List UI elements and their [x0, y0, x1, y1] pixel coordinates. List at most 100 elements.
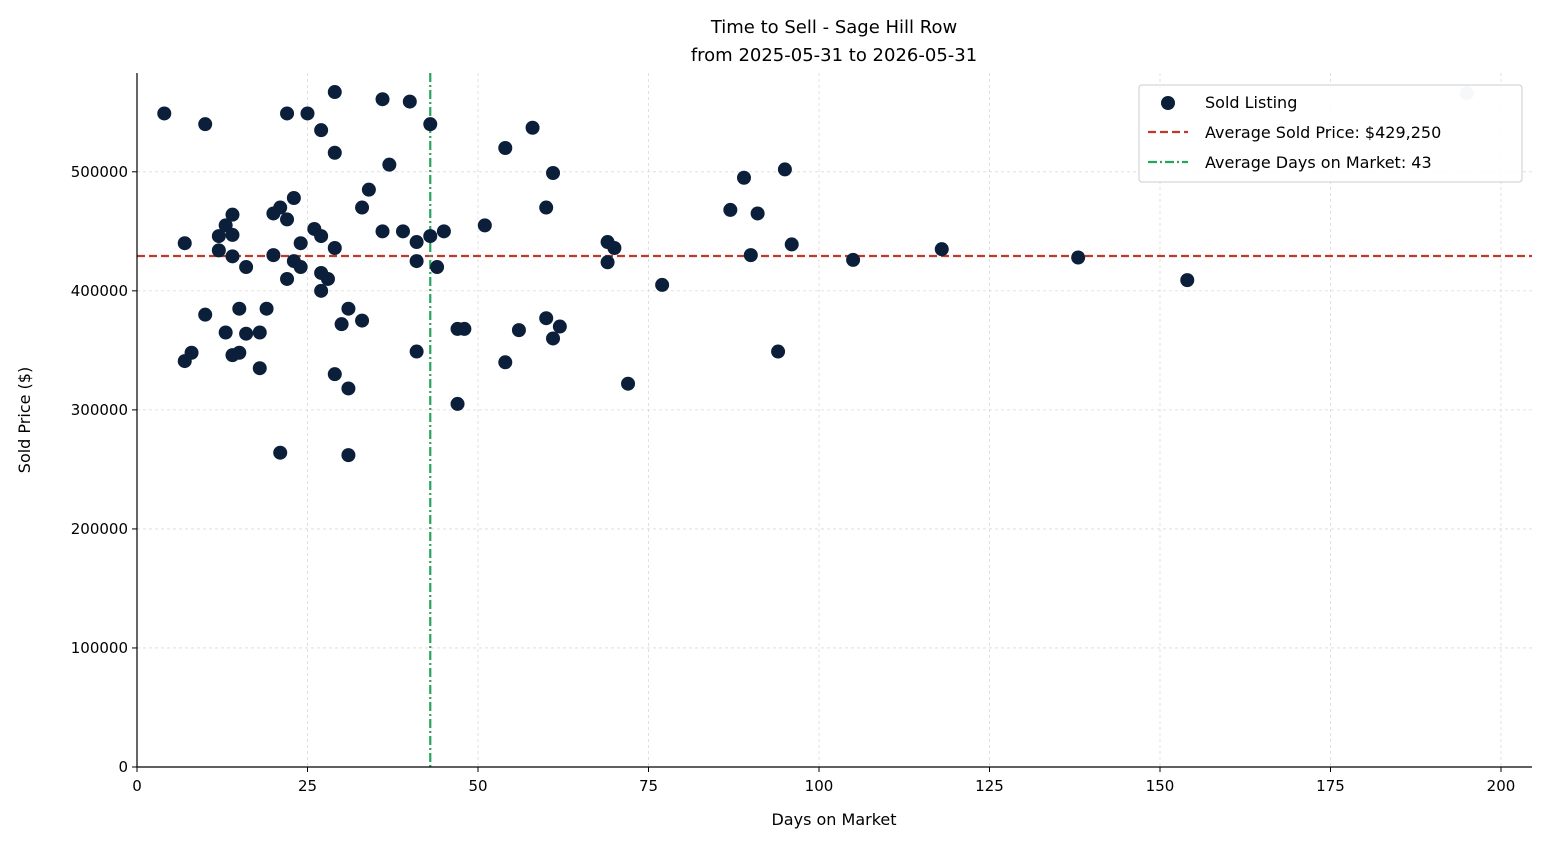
sold-listing-point [320, 271, 335, 286]
sold-listing-point [341, 448, 356, 463]
sold-listing-point [539, 311, 554, 326]
sold-listing-point [273, 445, 288, 460]
sold-listing-point [280, 106, 295, 121]
sold-listing-point [341, 381, 356, 396]
sold-listing-point [423, 117, 438, 132]
sold-listing-point [293, 260, 308, 275]
x-tick-label: 100 [805, 777, 834, 795]
x-tick-label: 125 [975, 777, 1004, 795]
sold-listing-point [723, 202, 738, 217]
sold-listing-point [327, 367, 342, 382]
sold-listing-point [355, 313, 370, 328]
sold-listing-point [409, 344, 424, 359]
sold-listing-point [777, 162, 792, 177]
sold-listing-point [218, 325, 233, 340]
x-tick-label: 50 [468, 777, 487, 795]
sold-listing-point [259, 301, 274, 316]
data-points [157, 85, 1474, 463]
sold-listing-point [552, 319, 567, 334]
sold-listing-point [743, 248, 758, 263]
sold-listing-point [232, 345, 247, 360]
sold-listing-point [409, 235, 424, 250]
sold-listing-point [273, 200, 288, 215]
sold-listing-point [784, 237, 799, 252]
sold-listing-point [280, 212, 295, 227]
x-axis-ticks: 0 25 50 75 100 125 150 175 200 [132, 767, 1515, 795]
sold-listing-point [546, 165, 561, 180]
sold-listing-point [252, 325, 267, 340]
sold-listing-point [293, 236, 308, 251]
legend: Sold Listing Average Sold Price: $429,250… [1138, 84, 1523, 183]
sold-listing-point [232, 301, 247, 316]
sold-listing-point [1071, 250, 1086, 265]
x-tick-label: 150 [1146, 777, 1175, 795]
sold-listing-point [198, 117, 213, 132]
axes [136, 73, 1532, 768]
sold-listing-point [498, 355, 513, 370]
sold-listing-point [750, 206, 765, 221]
sold-listing-point [1180, 273, 1195, 288]
sold-listing-point [846, 252, 861, 267]
average-lines [137, 73, 1532, 767]
sold-listing-point [314, 283, 329, 298]
sold-listing-point [436, 224, 451, 239]
sold-listing-point [655, 277, 670, 292]
sold-listing-point [375, 224, 390, 239]
sold-listing-point [266, 248, 281, 263]
sold-listing-point [450, 396, 465, 411]
x-tick-label: 0 [132, 777, 142, 795]
chart-subtitle: from 2025-05-31 to 2026-05-31 [691, 45, 977, 66]
sold-listing-point [423, 229, 438, 244]
sold-listing-point [327, 145, 342, 160]
chart-title: Time to Sell - Sage Hill Row [710, 17, 957, 38]
sold-listing-point [314, 123, 329, 138]
legend-label: Sold Listing [1205, 93, 1297, 112]
legend-marker [1161, 96, 1175, 110]
sold-listing-point [409, 254, 424, 269]
x-tick-label: 175 [1316, 777, 1345, 795]
sold-listing-point [280, 271, 295, 286]
y-axis-label: Sold Price ($) [15, 367, 34, 473]
y-tick-label: 100000 [71, 639, 128, 657]
sold-listing-point [934, 242, 949, 257]
sold-listing-point [334, 317, 349, 332]
sold-listing-point [477, 218, 492, 233]
sold-listing-point [211, 243, 226, 258]
sold-listing-point [771, 344, 786, 359]
sold-listing-point [225, 207, 240, 222]
sold-listing-point [539, 200, 554, 215]
sold-listing-point [327, 85, 342, 100]
sold-listing-point [225, 249, 240, 264]
sold-listing-point [355, 200, 370, 215]
x-axis-label: Days on Market [771, 810, 896, 829]
sold-listing-point [211, 229, 226, 244]
sold-listing-point [607, 240, 622, 255]
sold-listing-point [341, 301, 356, 316]
sold-listing-point [621, 376, 636, 391]
sold-listing-point [511, 323, 526, 338]
sold-listing-point [546, 331, 561, 346]
y-axis-ticks: 0 100000 200000 300000 400000 500000 [71, 163, 137, 776]
y-tick-label: 400000 [71, 282, 128, 300]
sold-listing-point [736, 170, 751, 185]
sold-listing-point [395, 224, 410, 239]
sold-listing-point [239, 326, 254, 341]
sold-listing-point [184, 345, 199, 360]
sold-listing-point [361, 182, 376, 197]
y-tick-label: 200000 [71, 520, 128, 538]
sold-listing-point [300, 106, 315, 121]
y-tick-label: 0 [118, 758, 128, 776]
legend-label: Average Sold Price: $429,250 [1205, 123, 1441, 142]
y-tick-label: 300000 [71, 401, 128, 419]
sold-listing-point [177, 236, 192, 251]
x-tick-label: 25 [298, 777, 317, 795]
sold-listing-point [402, 94, 417, 109]
sold-listing-point [430, 260, 445, 275]
sold-listing-point [375, 92, 390, 107]
sold-listing-point [225, 227, 240, 242]
x-tick-label: 75 [639, 777, 658, 795]
sold-listing-point [382, 157, 397, 172]
sold-listing-point [252, 361, 267, 376]
sold-listing-point [314, 229, 329, 244]
